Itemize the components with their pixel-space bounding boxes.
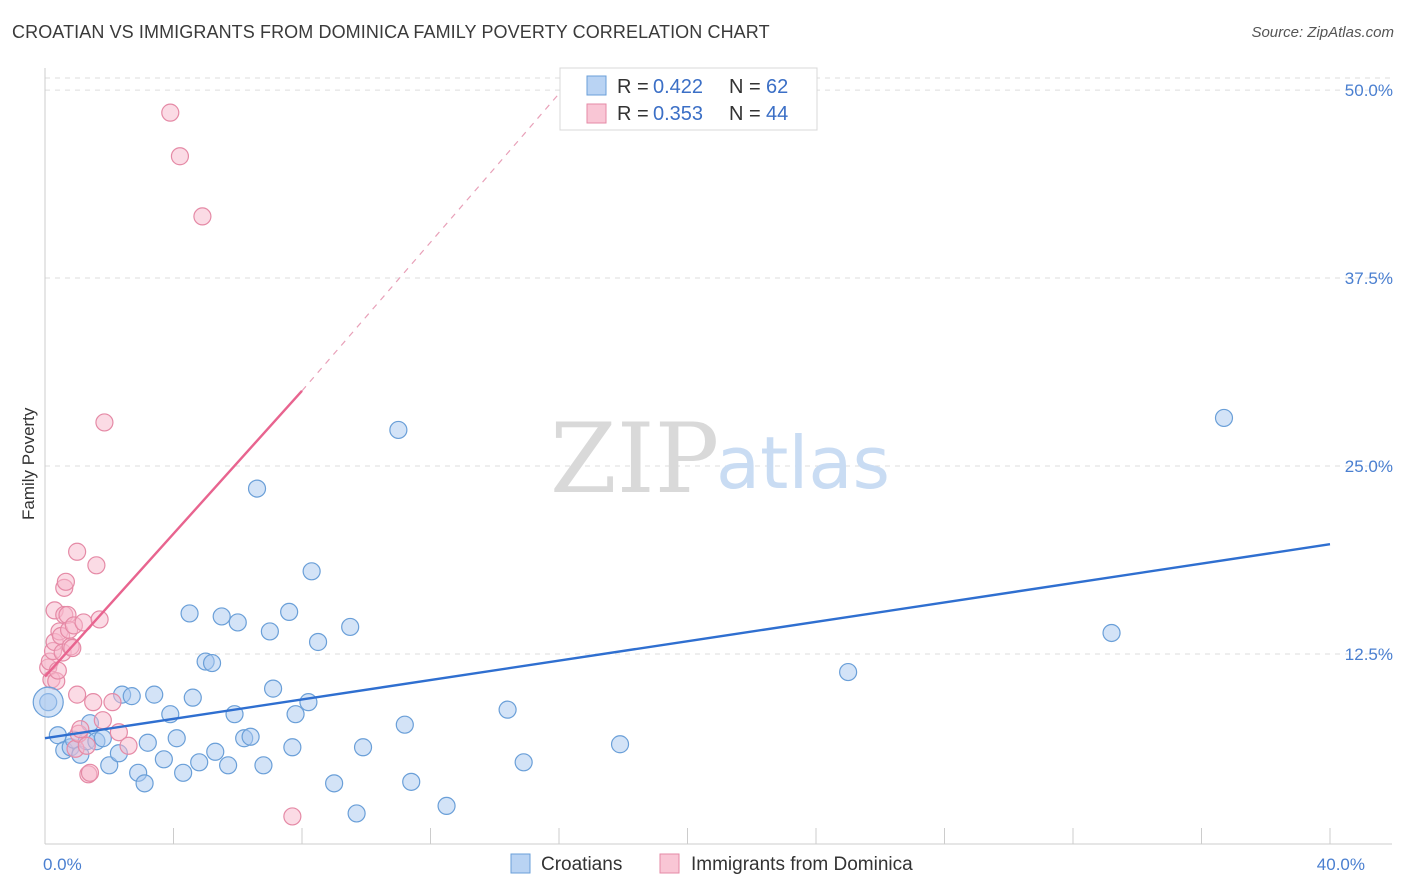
croatians-point	[180, 604, 199, 623]
croatians-point	[389, 420, 408, 440]
bottom-legend-swatch-dominica	[659, 853, 680, 874]
watermark-atlas: atlas	[716, 421, 890, 505]
croatians-point	[498, 700, 517, 719]
legend-r-value: 0.422	[653, 76, 703, 98]
legend-r-label: R =	[617, 76, 649, 98]
watermark: ZIP atlas	[550, 403, 890, 515]
dominica-point	[77, 736, 96, 755]
dominica-point	[80, 763, 100, 782]
dominica-point	[95, 413, 114, 432]
x-tick-label: 40.0%	[1317, 855, 1365, 874]
x-tick-label: 0.0%	[43, 855, 82, 874]
legend-n-value: 44	[766, 103, 788, 125]
data-points	[32, 103, 1234, 826]
croatians-point	[202, 653, 222, 673]
legend-n-value: 62	[766, 76, 788, 98]
croatians-point	[247, 479, 267, 498]
croatians-point	[286, 705, 305, 724]
croatians-point	[299, 693, 318, 712]
croatians-point	[212, 607, 231, 626]
bottom-legend-croatians: Croatians	[541, 854, 622, 875]
source-credit: Source: ZipAtlas.com	[1251, 24, 1394, 41]
croatians-point	[325, 774, 344, 793]
dominica-point	[283, 807, 302, 826]
croatians-point	[308, 632, 328, 652]
croatians-point	[100, 756, 119, 775]
dominica-point	[103, 693, 122, 712]
bottom-legend: Croatians Immigrants from Dominica	[510, 853, 913, 875]
croatians-point	[122, 687, 141, 706]
legend-swatch-croatians	[586, 75, 607, 96]
dominica-point	[71, 720, 90, 739]
croatians-point	[190, 753, 209, 772]
tick-labels: 12.5% 25.0% 37.5% 50.0% 0.0% 40.0%	[43, 81, 1393, 874]
legend-n-label: N =	[729, 103, 761, 125]
trend-lines	[44, 82, 1331, 740]
croatians-point	[395, 715, 414, 734]
y-tick-label: 37.5%	[1345, 269, 1393, 288]
bottom-legend-dominica: Immigrants from Dominica	[691, 854, 913, 875]
dominica-point	[170, 147, 190, 166]
croatians-trend-line	[44, 543, 1331, 740]
croatians-point	[1214, 408, 1234, 428]
croatians-point	[514, 753, 533, 772]
y-axis-label: Family Poverty	[19, 407, 38, 520]
dominica-point	[84, 693, 103, 712]
croatians-point	[280, 602, 299, 622]
dominica-point	[90, 610, 109, 629]
croatians-point	[402, 772, 421, 791]
gridlines	[45, 77, 1392, 655]
croatians-point	[839, 662, 858, 682]
dominica-point	[193, 207, 212, 226]
y-tick-label: 25.0%	[1345, 457, 1393, 476]
croatians-point	[353, 738, 373, 757]
legend-box: R = 0.422 N = 62 R = 0.353 N = 44	[559, 67, 818, 131]
bottom-legend-swatch-croatians	[510, 853, 531, 874]
croatians-point	[228, 613, 247, 632]
legend-r-value: 0.353	[653, 103, 703, 125]
croatians-point	[347, 804, 366, 823]
croatians-point	[154, 750, 173, 769]
dominica-point	[68, 542, 87, 561]
croatians-point	[167, 729, 186, 748]
croatians-point	[283, 738, 302, 757]
croatians-point	[302, 562, 321, 581]
croatians-point	[135, 774, 154, 793]
croatians-point	[610, 735, 630, 754]
dominica-point	[119, 736, 138, 755]
croatians-point	[93, 729, 112, 748]
dominica-trend-line	[44, 390, 303, 678]
legend-swatch-dominica	[586, 103, 607, 124]
legend-n-label: N =	[729, 76, 761, 98]
dominica-point	[56, 572, 75, 591]
croatians-point	[341, 617, 360, 637]
croatians-point	[241, 727, 260, 746]
croatians-point	[254, 756, 273, 775]
dominica-point	[87, 556, 106, 575]
dominica-point	[161, 103, 180, 122]
dominica-trend-extension	[301, 82, 570, 392]
croatians-point	[174, 763, 193, 782]
legend-r-label: R =	[617, 103, 649, 125]
y-tick-label: 50.0%	[1345, 81, 1393, 100]
dominica-point	[68, 685, 87, 704]
croatians-point	[263, 679, 283, 698]
croatians-point	[145, 685, 164, 704]
watermark-zip: ZIP	[550, 403, 719, 515]
croatians-point	[138, 733, 157, 752]
croatians-point	[260, 622, 279, 641]
y-tick-label: 12.5%	[1345, 645, 1393, 664]
croatians-point	[206, 742, 225, 761]
croatians-point	[32, 686, 64, 718]
croatians-point	[1102, 623, 1121, 643]
dominica-point	[93, 711, 112, 730]
chart-title: CROATIAN VS IMMIGRANTS FROM DOMINICA FAM…	[12, 22, 770, 42]
croatians-point	[183, 688, 202, 707]
croatians-point	[437, 796, 456, 816]
croatians-point	[219, 756, 238, 775]
